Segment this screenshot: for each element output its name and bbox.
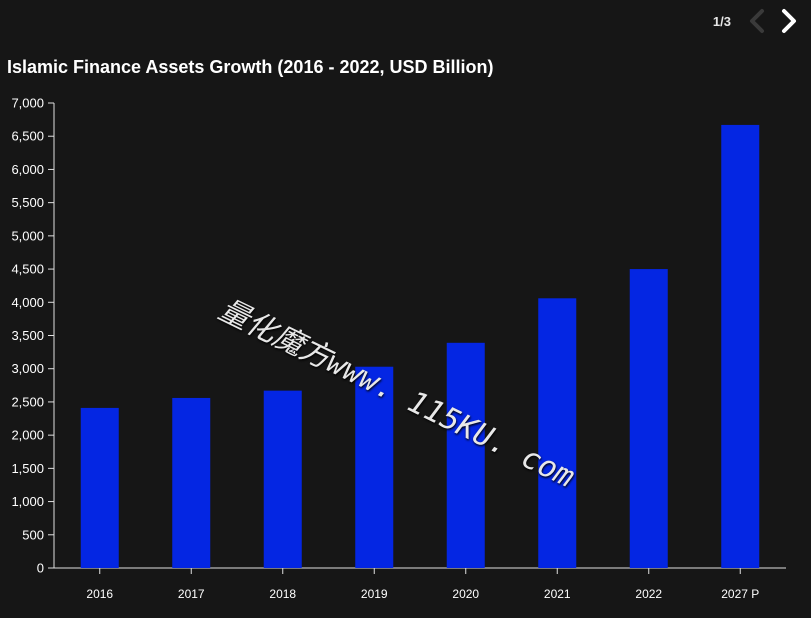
y-tick-label: 7,000 (11, 96, 44, 111)
prev-button[interactable] (745, 8, 769, 34)
x-tick-label: 2018 (269, 587, 296, 601)
pagination: 1/3 (713, 8, 801, 34)
bar (263, 390, 302, 568)
y-tick-label: 5,000 (11, 228, 44, 243)
y-tick-label: 6,000 (11, 162, 44, 177)
bar (446, 342, 485, 568)
x-tick-label: 2017 (178, 587, 205, 601)
bar (538, 298, 577, 568)
bar (721, 124, 760, 569)
x-tick-label: 2022 (635, 587, 662, 601)
y-tick-label: 4,500 (11, 262, 44, 277)
x-tick-label: 2020 (452, 587, 479, 601)
x-tick-label: 2027 P (721, 587, 759, 601)
y-tick-label: 3,000 (11, 361, 44, 376)
y-tick-label: 1,000 (11, 494, 44, 509)
y-tick-label: 0 (37, 561, 44, 576)
page-indicator: 1/3 (712, 13, 731, 29)
chevron-left-icon (750, 9, 764, 33)
y-tick-label: 6,500 (11, 129, 44, 144)
y-tick-label: 3,500 (11, 328, 44, 343)
bar (355, 366, 394, 568)
y-tick-label: 2,500 (11, 394, 44, 409)
chevron-right-icon (782, 9, 796, 33)
bar (80, 407, 119, 568)
x-tick-label: 2019 (361, 587, 388, 601)
y-tick-label: 2,000 (11, 428, 44, 443)
y-tick-label: 4,000 (11, 295, 44, 310)
x-tick-label: 2021 (544, 587, 571, 601)
y-tick-label: 1,500 (11, 461, 44, 476)
x-tick-label: 2016 (86, 587, 113, 601)
bar (629, 269, 668, 568)
y-tick-label: 5,500 (11, 195, 44, 210)
bar (172, 397, 211, 568)
next-button[interactable] (777, 8, 801, 34)
chart-title: Islamic Finance Assets Growth (2016 - 20… (7, 57, 494, 77)
y-tick-label: 500 (22, 527, 44, 542)
